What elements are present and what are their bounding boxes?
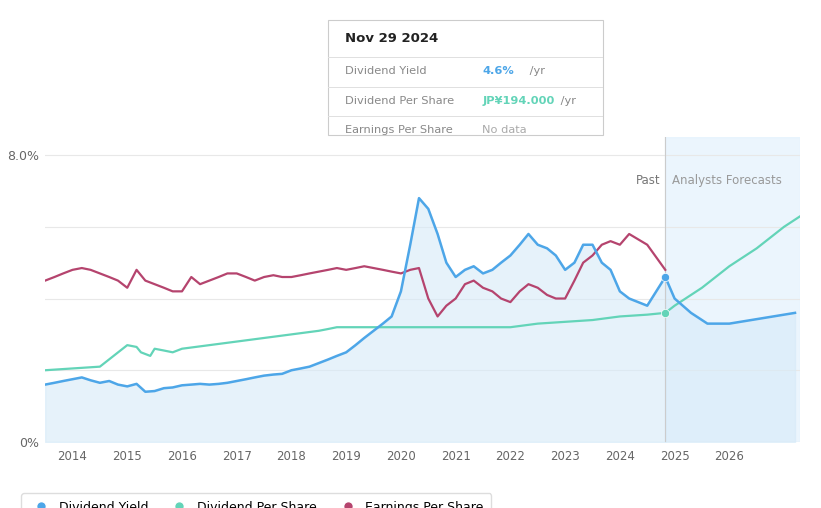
Text: No data: No data <box>483 125 527 136</box>
Text: Earnings Per Share: Earnings Per Share <box>345 125 452 136</box>
Text: /yr: /yr <box>557 96 576 106</box>
Point <box>658 309 672 317</box>
Bar <box>665 137 800 442</box>
Text: Analysts Forecasts: Analysts Forecasts <box>672 174 782 187</box>
Text: Dividend Per Share: Dividend Per Share <box>345 96 454 106</box>
Point <box>658 273 672 281</box>
Text: 4.6%: 4.6% <box>483 66 514 76</box>
Text: Past: Past <box>636 174 661 187</box>
Legend: Dividend Yield, Dividend Per Share, Earnings Per Share: Dividend Yield, Dividend Per Share, Earn… <box>21 493 491 508</box>
Text: Nov 29 2024: Nov 29 2024 <box>345 31 438 45</box>
Text: JP¥194.000: JP¥194.000 <box>483 96 555 106</box>
FancyBboxPatch shape <box>328 20 603 135</box>
Text: /yr: /yr <box>526 66 545 76</box>
Text: Dividend Yield: Dividend Yield <box>345 66 427 76</box>
